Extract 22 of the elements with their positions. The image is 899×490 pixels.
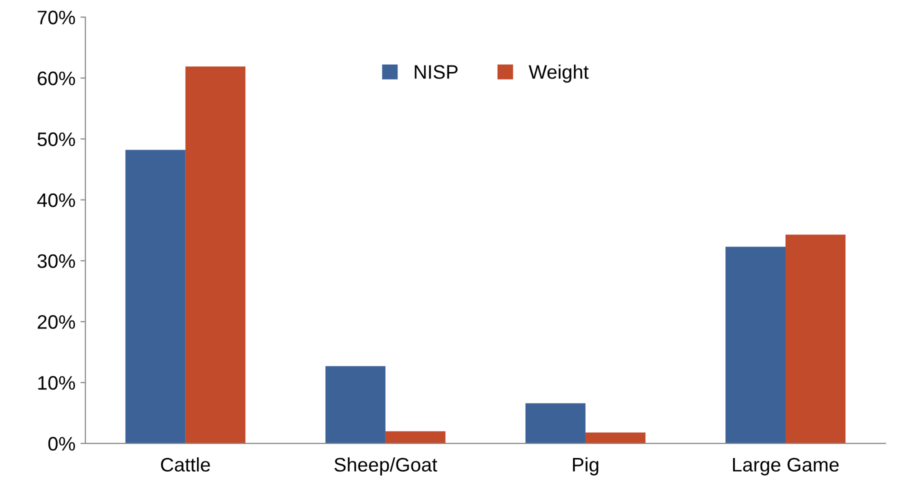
x-tick-label: Sheep/Goat	[334, 457, 438, 476]
x-tick-label: Pig	[573, 457, 598, 476]
y-tick-label: 0%	[48, 436, 75, 451]
bar	[325, 366, 386, 444]
y-tick-label: 70%	[38, 10, 75, 24]
bar	[185, 66, 246, 444]
bar	[385, 431, 446, 444]
y-tick-label: 40%	[37, 193, 75, 208]
legend-label: Weight	[528, 64, 589, 83]
bar	[585, 432, 646, 444]
x-tick-label: Large Game	[733, 458, 839, 476]
y-tick-label: 60%	[38, 72, 75, 86]
y-tick-label: 10%	[38, 376, 75, 390]
bar	[125, 150, 186, 444]
bar	[725, 246, 786, 444]
y-tick-label: 30%	[38, 254, 75, 268]
legend-label: NISP	[414, 65, 458, 79]
x-tick-label: Cattle	[161, 457, 210, 472]
y-tick-label: 50%	[38, 132, 75, 146]
bar	[786, 234, 846, 444]
bar	[525, 403, 586, 444]
y-tick-label: 20%	[38, 315, 75, 329]
